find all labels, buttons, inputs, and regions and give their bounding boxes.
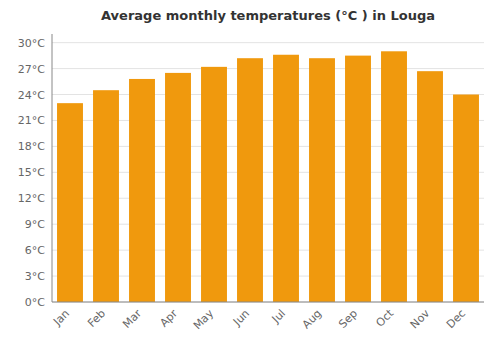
bar bbox=[165, 73, 191, 302]
x-tick-label: Jul bbox=[269, 307, 288, 326]
bar bbox=[93, 90, 119, 302]
grid-line bbox=[52, 302, 484, 303]
x-axis-line bbox=[52, 302, 484, 303]
grid-line bbox=[52, 68, 484, 69]
x-tick-label: Aug bbox=[300, 307, 324, 331]
grid-line bbox=[52, 42, 484, 43]
y-axis-line bbox=[52, 34, 53, 302]
y-tick-label: 27°C bbox=[18, 63, 45, 76]
bar bbox=[57, 103, 83, 302]
x-tick-label: Oct bbox=[373, 306, 396, 329]
y-tick-label: 21°C bbox=[18, 114, 45, 127]
bar bbox=[201, 67, 227, 302]
bar bbox=[273, 55, 299, 302]
x-tick-label: Jun bbox=[230, 307, 252, 329]
title: Average monthly temperatures (°C ) in Lo… bbox=[101, 8, 435, 23]
x-tick-label: Feb bbox=[85, 307, 108, 330]
bar bbox=[237, 58, 263, 302]
chart-container: Average monthly temperatures (°C ) in Lo… bbox=[0, 0, 500, 350]
grid bbox=[52, 43, 484, 302]
y-tick-label: 15°C bbox=[18, 166, 45, 179]
bar bbox=[345, 56, 371, 302]
bar bbox=[417, 71, 443, 302]
bars bbox=[57, 51, 479, 302]
chart: Average monthly temperatures (°C ) in Lo… bbox=[0, 0, 500, 350]
x-tick-label: Apr bbox=[157, 307, 180, 330]
x-tick-label: Nov bbox=[408, 307, 433, 332]
y-tick-label: 9°C bbox=[25, 218, 45, 231]
y-tick-label: 12°C bbox=[18, 192, 45, 205]
bar bbox=[129, 79, 155, 302]
bar bbox=[453, 95, 479, 302]
x-tick-label: Mar bbox=[120, 307, 144, 331]
bar bbox=[309, 58, 335, 302]
y-tick-label: 3°C bbox=[25, 270, 45, 283]
y-tick-label: 24°C bbox=[18, 89, 45, 102]
y-tick-label: 0°C bbox=[25, 296, 45, 309]
bar bbox=[381, 51, 407, 302]
x-tick-label: Dec bbox=[444, 307, 468, 331]
x-tick-label: Sep bbox=[336, 307, 360, 331]
y-tick-label: 6°C bbox=[25, 244, 45, 257]
y-tick-label: 18°C bbox=[18, 140, 45, 153]
x-tick-label: May bbox=[191, 307, 217, 333]
y-tick-label: 30°C bbox=[18, 37, 45, 50]
x-tick-label: Jan bbox=[50, 307, 72, 329]
